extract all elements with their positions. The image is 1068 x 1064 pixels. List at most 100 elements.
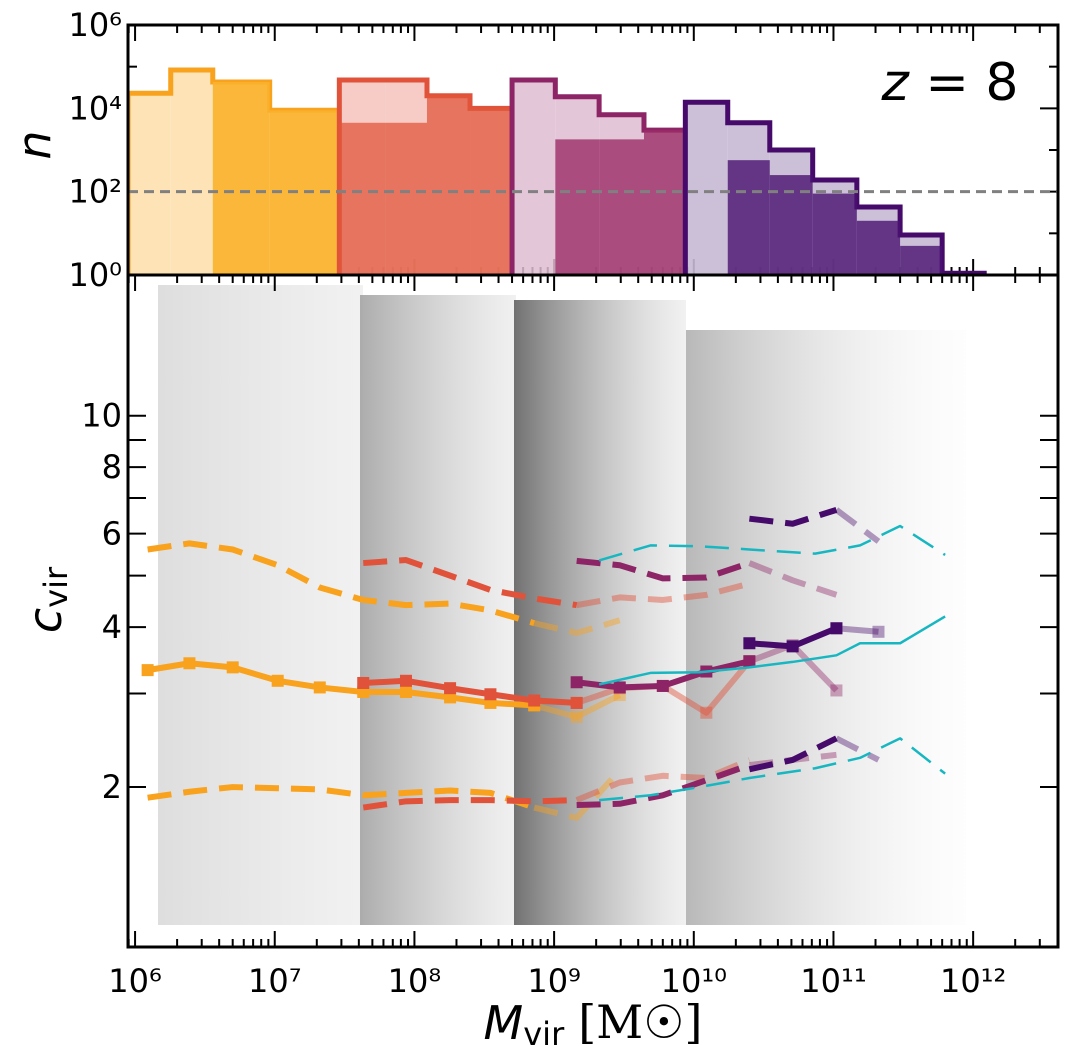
marker bbox=[141, 664, 154, 677]
x-tick-label: 10⁶ bbox=[108, 962, 162, 1000]
marker bbox=[700, 706, 713, 719]
y-tick-label: 10 bbox=[81, 397, 122, 435]
marker bbox=[830, 684, 843, 697]
x-tick-label: 10⁷ bbox=[248, 962, 302, 1000]
x-label: Mvir [M☉] bbox=[484, 995, 703, 1053]
histogram-bar bbox=[385, 122, 427, 275]
top-y-label: n bbox=[8, 130, 62, 159]
scatter-cloud bbox=[158, 285, 363, 925]
marker bbox=[613, 681, 626, 694]
marker bbox=[271, 674, 284, 687]
line bbox=[147, 660, 535, 709]
marker bbox=[830, 622, 843, 635]
y-tick-label: 4 bbox=[102, 608, 122, 646]
histogram-bar bbox=[512, 79, 556, 275]
dashed-line bbox=[748, 735, 838, 773]
line bbox=[598, 615, 946, 686]
histogram-bar bbox=[128, 93, 171, 275]
marker bbox=[528, 694, 541, 707]
dashed-line bbox=[533, 768, 622, 821]
bottom-frame bbox=[126, 273, 1060, 949]
y-tick-label: 6 bbox=[102, 515, 122, 553]
marker bbox=[183, 657, 196, 670]
x-tick-label: 10¹² bbox=[940, 962, 1006, 1000]
x-tick-label: 10¹⁰ bbox=[661, 962, 727, 1000]
x-label-symbol: M bbox=[484, 996, 524, 1050]
marker bbox=[570, 696, 583, 709]
line bbox=[836, 625, 879, 635]
histogram-bar bbox=[643, 130, 686, 275]
marker bbox=[743, 655, 756, 668]
y-tick-label: 2 bbox=[102, 768, 122, 806]
histogram-outline bbox=[336, 77, 515, 275]
marker bbox=[743, 655, 756, 668]
histogram-bar bbox=[599, 139, 644, 275]
dashed-line bbox=[147, 784, 536, 811]
dashed-line bbox=[576, 762, 751, 809]
histogram-bar bbox=[685, 102, 728, 275]
lines bbox=[141, 506, 946, 821]
annotation: z = 8 bbox=[880, 53, 1018, 113]
dashed-line bbox=[576, 580, 751, 609]
line bbox=[533, 692, 622, 720]
y-label-symbol: c bbox=[18, 608, 72, 633]
y-tick-label: 8 bbox=[102, 448, 122, 486]
marker bbox=[786, 640, 799, 653]
y-label-subscript: vir bbox=[37, 566, 75, 608]
histogram-bar bbox=[170, 70, 213, 275]
histogram-bar bbox=[727, 160, 770, 275]
dashed-line bbox=[363, 557, 578, 609]
marker bbox=[570, 710, 583, 723]
histogram-outline bbox=[682, 99, 987, 275]
marker bbox=[399, 674, 412, 687]
dashed-line bbox=[575, 757, 751, 803]
histogram-bar bbox=[812, 193, 857, 275]
y-tick-label: 10² bbox=[68, 173, 122, 211]
x-tick-label: 10⁸ bbox=[388, 962, 442, 1000]
marker bbox=[570, 696, 583, 709]
histograms bbox=[128, 67, 1058, 275]
marker bbox=[399, 685, 412, 698]
marker bbox=[226, 661, 239, 674]
x-label-unit: [M☉] bbox=[578, 995, 702, 1049]
annotation-variable: z bbox=[880, 53, 910, 113]
y-tick-label: 10⁴ bbox=[68, 89, 122, 127]
histogram-bar bbox=[339, 122, 386, 275]
y-tick-label: 10⁰ bbox=[68, 256, 122, 294]
marker bbox=[313, 681, 326, 694]
marker bbox=[872, 625, 885, 638]
histogram-bar bbox=[555, 139, 600, 275]
scatter-cloud bbox=[514, 300, 686, 925]
y-tick-label: 10⁶ bbox=[68, 6, 122, 44]
histogram-bar bbox=[212, 81, 270, 275]
annotation-text: = 8 bbox=[925, 53, 1018, 113]
x-label-subscript: vir bbox=[523, 1015, 565, 1053]
dashed-line bbox=[835, 735, 880, 763]
marker bbox=[357, 676, 370, 689]
scatter-cloud bbox=[360, 295, 516, 925]
scatter-clouds bbox=[158, 285, 966, 925]
histogram-bar bbox=[426, 95, 471, 275]
marker bbox=[570, 676, 583, 689]
dashed-line bbox=[533, 617, 621, 636]
dashed-line bbox=[576, 557, 751, 582]
marker bbox=[444, 682, 457, 695]
line bbox=[363, 677, 577, 706]
plot-area: 10⁶ 10⁷ 10⁸ 10⁹ 10¹⁰ 10¹¹ 10¹² 10⁰ 10² 10⁴ 10⁶ 2 4 6 8… bbox=[68, 6, 1058, 1000]
marker bbox=[830, 622, 843, 635]
marker bbox=[484, 688, 497, 701]
marker bbox=[656, 679, 669, 692]
dashed-line bbox=[834, 507, 881, 544]
bottom-y-label: cvir bbox=[18, 566, 76, 633]
histogram-bar bbox=[900, 245, 943, 275]
histogram-bar bbox=[856, 220, 901, 275]
dashed-line bbox=[599, 737, 946, 802]
scatter-cloud bbox=[686, 330, 966, 925]
marker bbox=[743, 637, 756, 650]
dashed-line bbox=[598, 524, 946, 562]
dashed-line bbox=[748, 560, 838, 598]
marker bbox=[444, 691, 457, 704]
dashed-line bbox=[147, 540, 536, 627]
x-tick-label: 10¹¹ bbox=[800, 962, 866, 1000]
